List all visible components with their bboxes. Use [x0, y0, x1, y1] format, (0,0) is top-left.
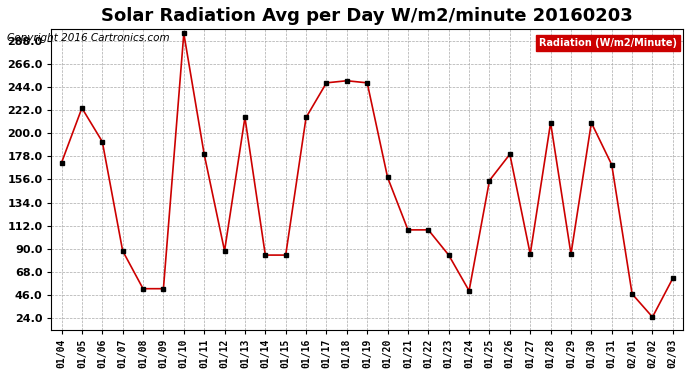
Text: Copyright 2016 Cartronics.com: Copyright 2016 Cartronics.com [7, 33, 170, 43]
Text: Radiation (W/m2/Minute): Radiation (W/m2/Minute) [539, 38, 677, 48]
Title: Solar Radiation Avg per Day W/m2/minute 20160203: Solar Radiation Avg per Day W/m2/minute … [101, 7, 633, 25]
